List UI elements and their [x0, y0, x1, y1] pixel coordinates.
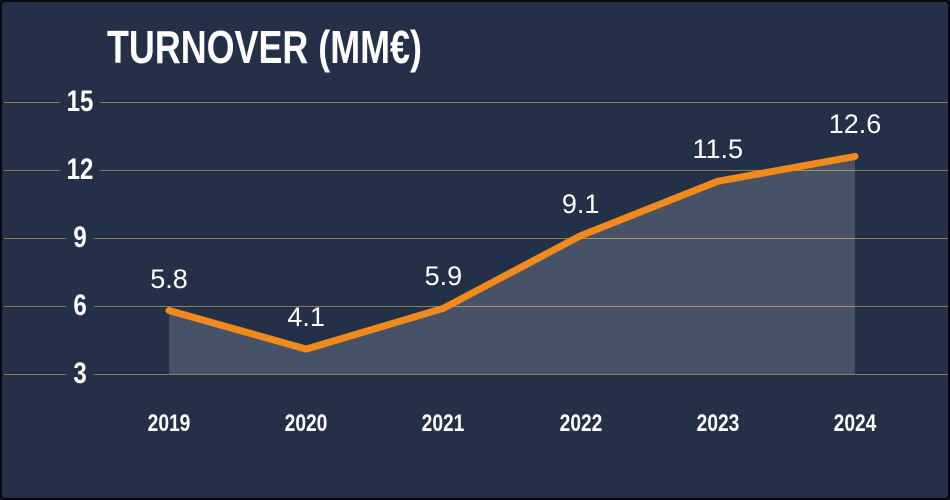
x-tick-label: 2019 [147, 410, 191, 437]
y-tick-label: 15 [59, 87, 101, 117]
data-label: 12.6 [828, 109, 882, 140]
data-label: 5.9 [424, 261, 463, 292]
data-label: 11.5 [692, 134, 744, 165]
y-tick-label: 3 [66, 359, 94, 389]
x-tick-label: 2022 [559, 410, 602, 437]
turnover-area [169, 156, 855, 374]
y-tick-label: 9 [66, 223, 94, 253]
x-tick-label: 2021 [422, 410, 465, 437]
turnover-line [165, 152, 859, 353]
data-label: 4.1 [287, 302, 325, 333]
gridline [4, 102, 948, 103]
y-tick-label: 12 [59, 155, 101, 185]
chart-title: TURNOVER (MM€) [107, 21, 422, 73]
y-tick-label: 6 [66, 291, 94, 321]
x-tick-label: 2024 [833, 410, 877, 437]
gridline [4, 306, 948, 307]
data-label: 5.8 [150, 263, 188, 294]
gridline [4, 374, 948, 375]
gridline [4, 170, 948, 171]
data-label: 9.1 [561, 188, 600, 219]
x-tick-label: 2023 [696, 410, 740, 437]
x-tick-label: 2020 [284, 410, 328, 437]
gridline [4, 238, 948, 239]
